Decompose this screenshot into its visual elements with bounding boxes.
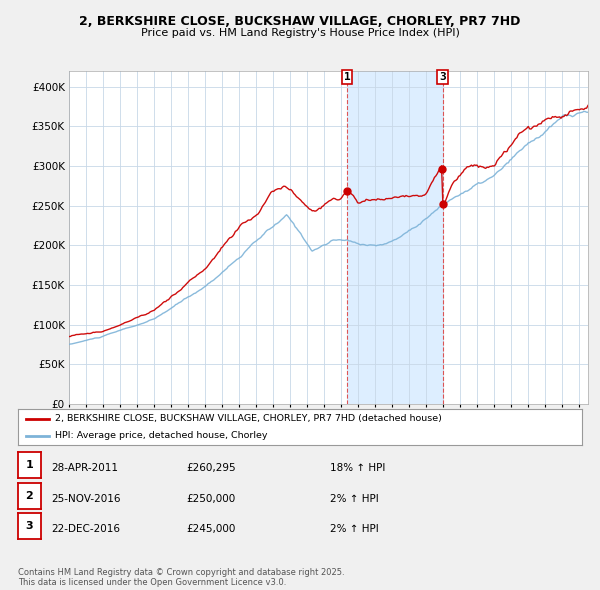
Text: 25-NOV-2016: 25-NOV-2016 <box>51 494 121 504</box>
Text: 2, BERKSHIRE CLOSE, BUCKSHAW VILLAGE, CHORLEY, PR7 7HD (detached house): 2, BERKSHIRE CLOSE, BUCKSHAW VILLAGE, CH… <box>55 414 442 423</box>
Text: £250,000: £250,000 <box>186 494 235 504</box>
Text: 2: 2 <box>26 491 33 500</box>
Text: 3: 3 <box>439 73 446 83</box>
Text: 2, BERKSHIRE CLOSE, BUCKSHAW VILLAGE, CHORLEY, PR7 7HD: 2, BERKSHIRE CLOSE, BUCKSHAW VILLAGE, CH… <box>79 15 521 28</box>
Bar <box>347 71 443 404</box>
Text: Price paid vs. HM Land Registry's House Price Index (HPI): Price paid vs. HM Land Registry's House … <box>140 28 460 38</box>
Text: 2% ↑ HPI: 2% ↑ HPI <box>330 525 379 535</box>
Text: £245,000: £245,000 <box>186 525 235 535</box>
Text: 1: 1 <box>26 460 33 470</box>
Text: 22-DEC-2016: 22-DEC-2016 <box>51 525 120 535</box>
Text: HPI: Average price, detached house, Chorley: HPI: Average price, detached house, Chor… <box>55 431 267 440</box>
Text: Contains HM Land Registry data © Crown copyright and database right 2025.
This d: Contains HM Land Registry data © Crown c… <box>18 568 344 587</box>
Text: 1: 1 <box>344 73 350 83</box>
Text: 3: 3 <box>26 522 33 531</box>
Text: 2% ↑ HPI: 2% ↑ HPI <box>330 494 379 504</box>
Text: 18% ↑ HPI: 18% ↑ HPI <box>330 463 385 473</box>
Text: 28-APR-2011: 28-APR-2011 <box>51 463 118 473</box>
Text: £260,295: £260,295 <box>186 463 236 473</box>
